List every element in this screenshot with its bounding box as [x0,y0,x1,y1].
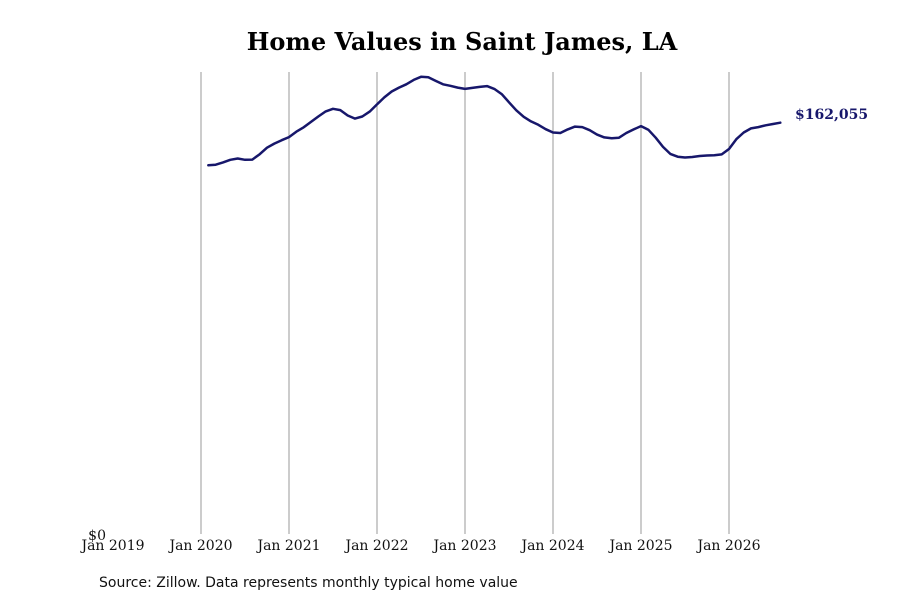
x-tick-label: Jan 2019 [79,538,144,554]
y-tick-label: $0 [88,528,106,544]
end-value-label: $162,055 [795,107,868,123]
x-tick-label: Jan 2025 [607,538,672,554]
x-tick-label: Jan 2026 [695,538,760,554]
source-note: Source: Zillow. Data represents monthly … [99,575,518,591]
chart-title: Home Values in Saint James, LA [247,27,678,56]
series-layer [207,75,782,167]
x-tick-label: Jan 2022 [343,538,408,554]
x-tick-label: Jan 2020 [167,538,232,554]
x-tick-label: Jan 2023 [431,538,496,554]
x-axis-ticks: Jan 2019 Jan 2020 Jan 2021 Jan 2022 Jan 2023… [79,538,760,554]
series-line [207,75,782,167]
x-tick-label: Jan 2021 [255,538,320,554]
x-tick-label: Jan 2024 [519,538,584,554]
